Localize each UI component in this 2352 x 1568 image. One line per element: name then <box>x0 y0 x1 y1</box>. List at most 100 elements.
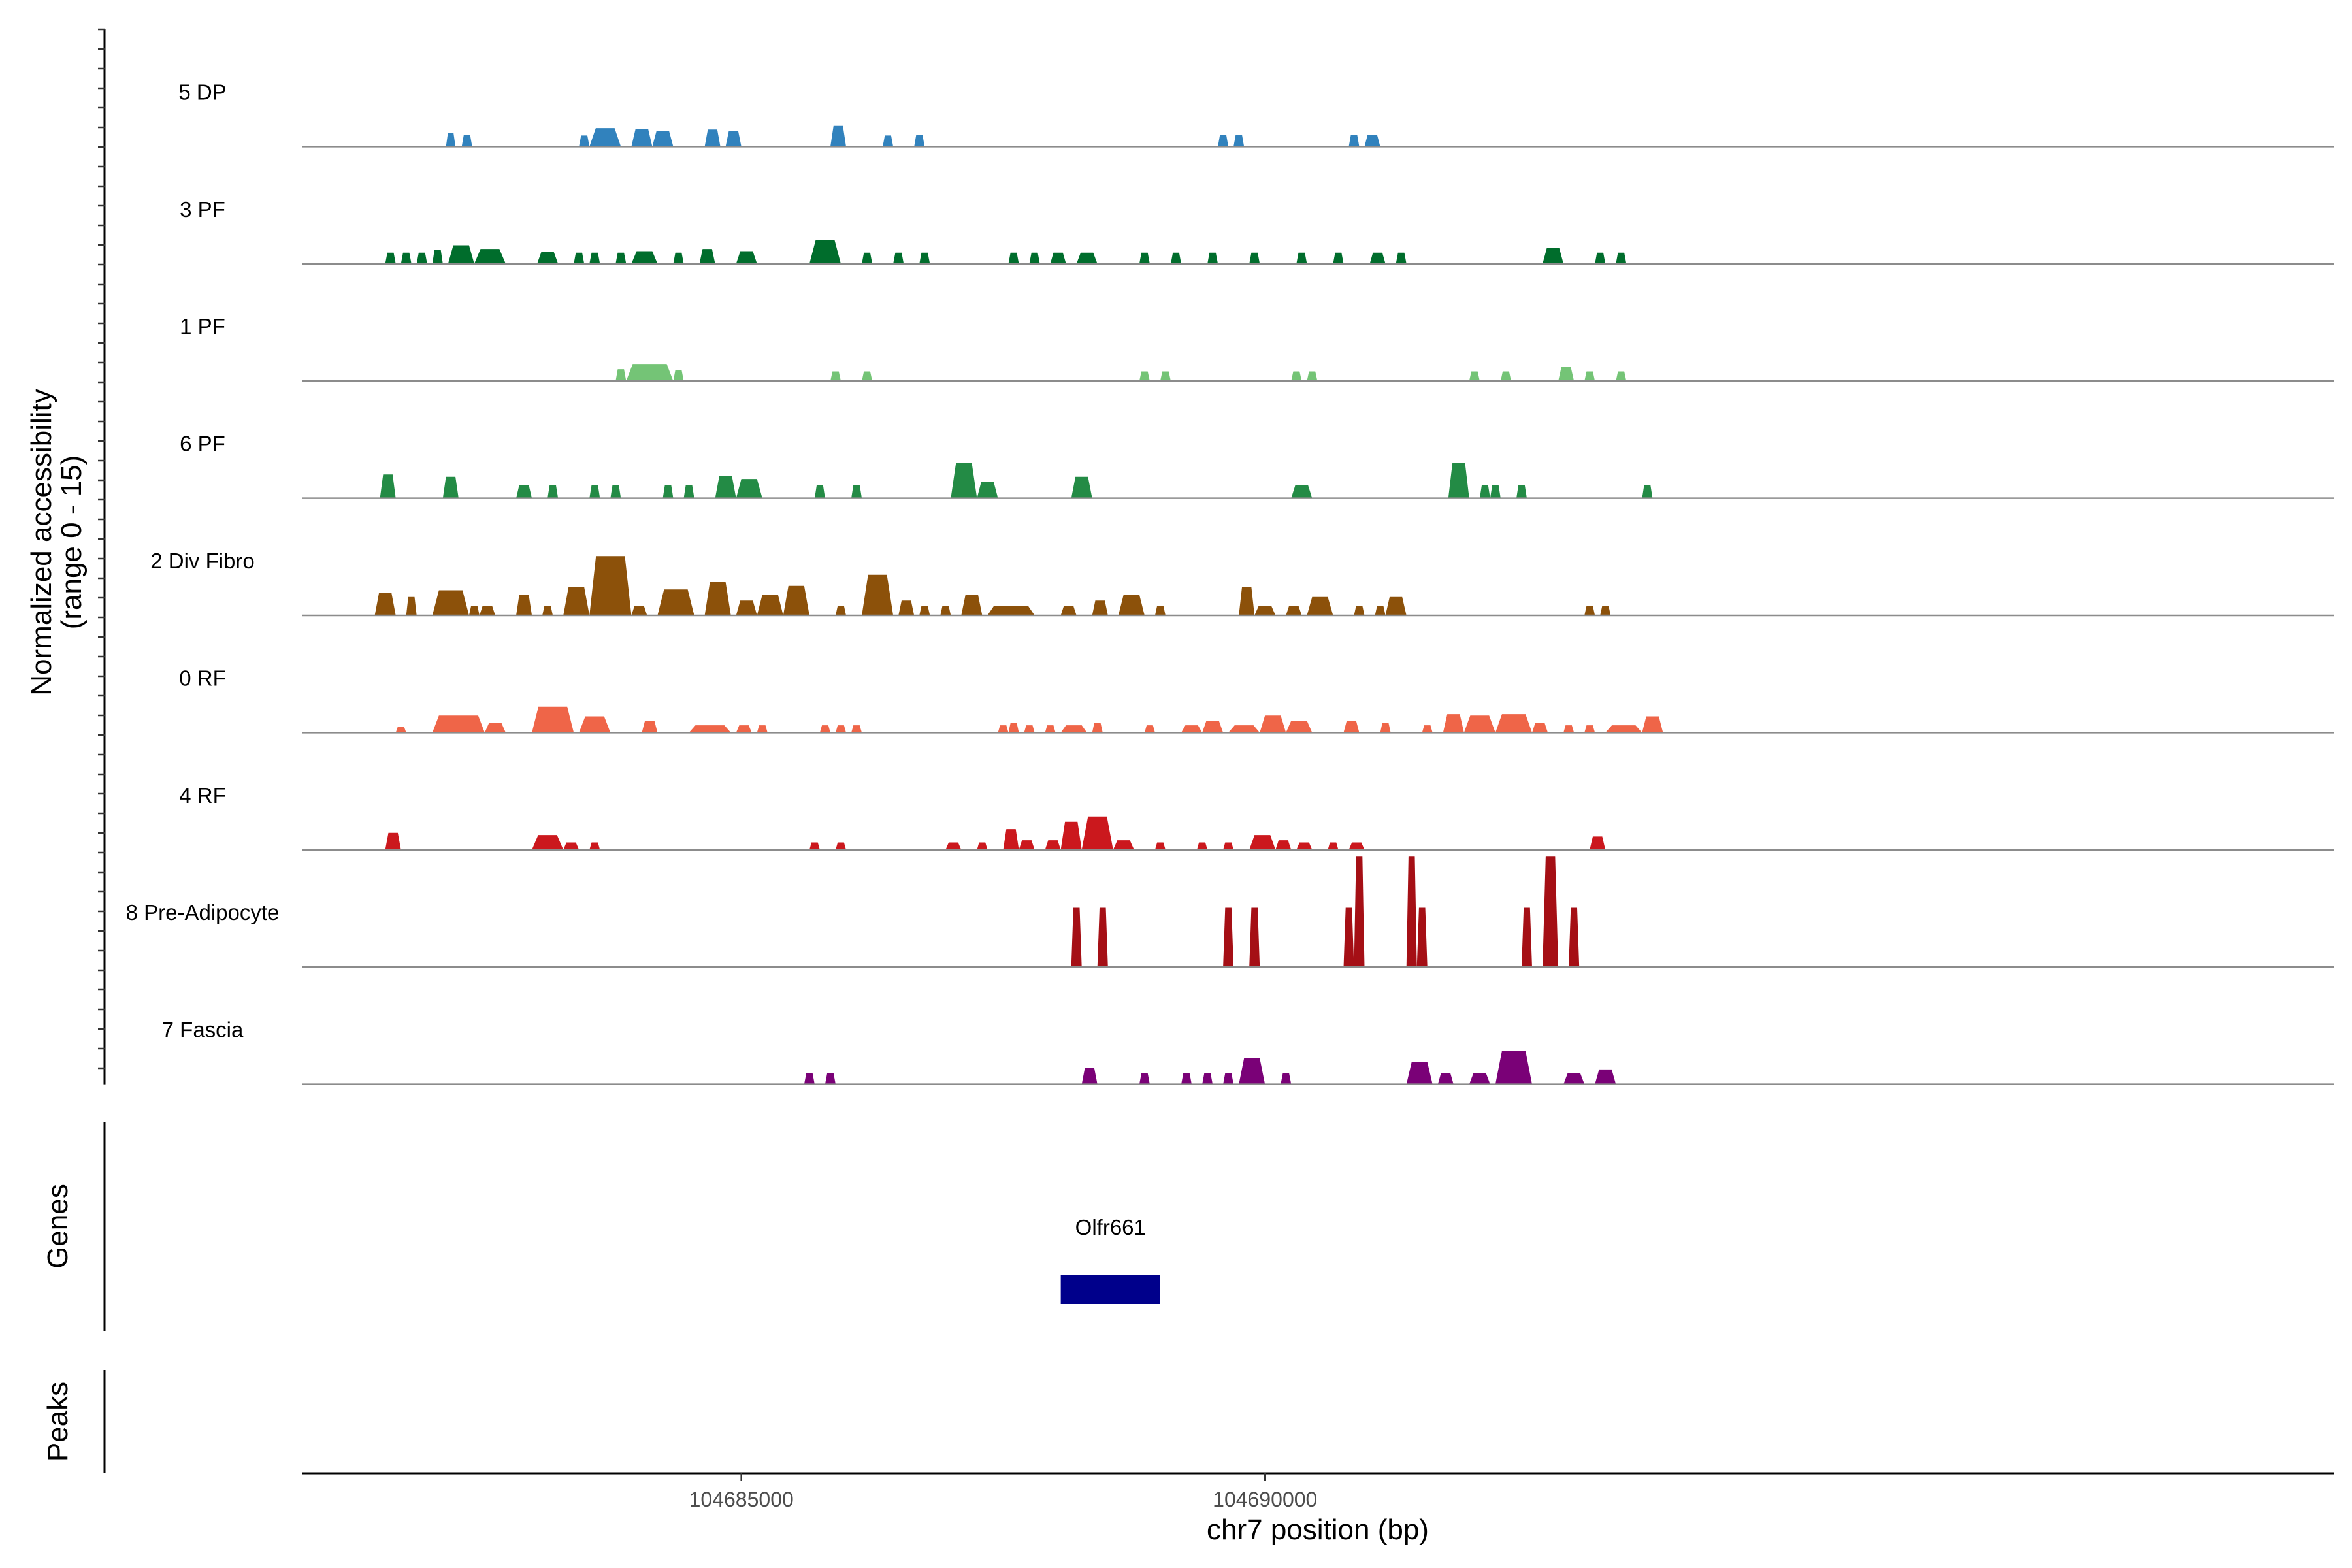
coverage-peak <box>1223 1073 1234 1085</box>
coverage-peak <box>1045 840 1061 850</box>
track-label: 8 Pre-Adipocyte <box>126 900 280 924</box>
coverage-peak <box>662 485 674 498</box>
coverage-peak <box>1092 600 1108 615</box>
coverage-peak <box>919 252 930 264</box>
coverage-peak <box>574 252 585 264</box>
left-axis <box>98 28 106 1085</box>
coverage-peak <box>610 485 621 498</box>
coverage-peak <box>951 463 977 498</box>
coverage-peak <box>836 606 846 615</box>
gene-label: Olfr661 <box>1075 1215 1146 1239</box>
coverage-peak <box>1343 721 1360 733</box>
coverage-peak <box>1522 907 1532 968</box>
coverage-peak <box>547 485 559 498</box>
coverage-peak <box>1291 371 1302 382</box>
coverage-peak <box>1218 135 1229 147</box>
coverage-peak <box>1254 606 1276 615</box>
track-label: 0 RF <box>179 666 226 690</box>
coverage-peak <box>1296 842 1313 850</box>
coverage-peak <box>1171 252 1181 264</box>
coverage-peak <box>1364 135 1380 147</box>
coverage-peak <box>736 725 752 733</box>
coverage-peak <box>1139 1073 1150 1085</box>
coverage-peak <box>1154 842 1166 850</box>
coverage-peak <box>563 587 590 615</box>
coverage-peak <box>1045 725 1056 733</box>
coverage-peak <box>631 251 658 264</box>
coverage-peak <box>830 125 846 147</box>
coverage-peak <box>673 370 684 382</box>
x-tick-label: 104690000 <box>1213 1488 1317 1511</box>
coverage-peak <box>537 252 559 264</box>
coverage-peak <box>1328 842 1339 850</box>
coverage-peak <box>673 252 684 264</box>
coverage-peak <box>862 371 873 382</box>
coverage-peak <box>757 595 783 615</box>
coverage-peak <box>1479 485 1490 498</box>
coverage-peak <box>945 842 962 850</box>
coverage-peak <box>1249 252 1260 264</box>
coverage-peak <box>1495 1051 1532 1085</box>
coverage-peak <box>919 606 930 615</box>
coverage-peak <box>657 589 694 615</box>
coverage-peak <box>1307 596 1333 615</box>
coverage-peak <box>809 240 841 264</box>
coverage-peak <box>579 716 611 733</box>
coverage-peak <box>1437 1073 1454 1085</box>
coverage-peak <box>1500 371 1511 382</box>
coverage-peak <box>474 249 506 264</box>
coverage-peak <box>1144 725 1155 733</box>
coverage-peak <box>977 842 988 850</box>
coverage-peak <box>804 1073 815 1085</box>
coverage-peak <box>589 128 621 147</box>
coverage-peak <box>1448 463 1469 498</box>
coverage-peak <box>1160 371 1171 382</box>
coverage-peak <box>626 364 674 382</box>
coverage-peak <box>814 485 825 498</box>
coverage-peak <box>448 245 474 264</box>
coverage-peak <box>563 842 580 850</box>
coverage-peak <box>736 251 757 264</box>
coverage-peak <box>961 595 983 615</box>
coverage-peak <box>1463 715 1495 733</box>
coverage-peak <box>704 129 721 147</box>
coverage-peak <box>631 606 647 615</box>
coverage-peak <box>914 135 925 147</box>
coverage-peak <box>1291 485 1313 498</box>
coverage-peak <box>1008 252 1019 264</box>
coverage-peak <box>1569 907 1580 968</box>
coverage-peak <box>783 585 809 615</box>
coverage-peak <box>1600 606 1611 615</box>
coverage-peak <box>893 252 904 264</box>
coverage-peak <box>1228 725 1260 733</box>
coverage-peak <box>1532 723 1548 733</box>
track-label: 3 PF <box>180 197 225 221</box>
x-axis-title: chr7 position (bp) <box>1207 1514 1429 1546</box>
coverage-peak <box>516 485 532 498</box>
coverage-peak <box>1029 252 1040 264</box>
coverage-peak <box>1223 842 1234 850</box>
coverage-peak <box>579 135 590 147</box>
coverage-peak <box>757 725 768 733</box>
coverage-peak <box>736 600 757 615</box>
coverage-peak <box>432 250 443 264</box>
coverage-peak <box>1380 723 1391 733</box>
coverage-peak <box>1181 1073 1192 1085</box>
track-label: 1 PF <box>180 314 225 338</box>
coverage-peak <box>1343 907 1354 968</box>
coverage-peak <box>1590 836 1606 850</box>
coverage-peak <box>1060 725 1087 733</box>
coverage-peak <box>851 485 862 498</box>
coverage-peak <box>1239 587 1255 615</box>
coverage-peak <box>940 606 951 615</box>
coverage-peak <box>532 835 564 850</box>
coverage-peak <box>542 606 553 615</box>
coverage-peak <box>442 476 459 498</box>
coverage-peak <box>1595 252 1606 264</box>
coverage-peak <box>715 476 736 498</box>
y-axis-title-line1: Normalized accessibility <box>25 389 57 695</box>
coverage-peak <box>1207 252 1218 264</box>
coverage-peak <box>1139 371 1150 382</box>
coverage-peak <box>704 582 731 615</box>
